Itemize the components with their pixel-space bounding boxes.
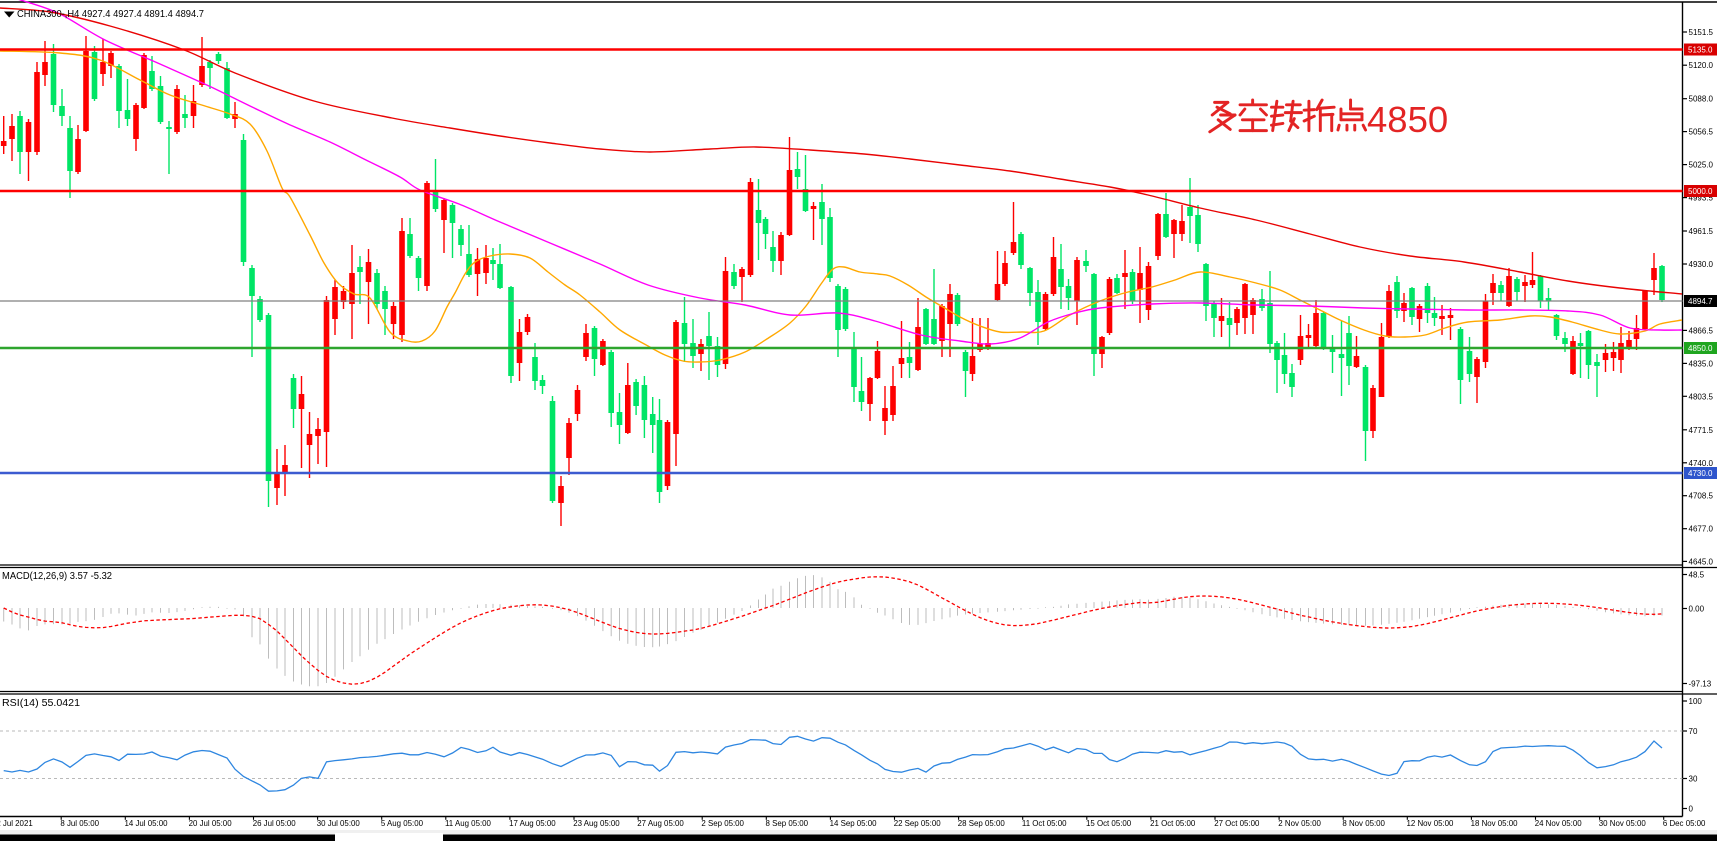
svg-text:2 Sep 05:00: 2 Sep 05:00 (701, 819, 744, 828)
svg-text:70: 70 (1689, 727, 1698, 736)
svg-text:5088.0: 5088.0 (1689, 95, 1714, 104)
svg-text:4677.0: 4677.0 (1689, 525, 1714, 534)
svg-text:18 Nov 05:00: 18 Nov 05:00 (1471, 819, 1519, 828)
svg-text:24 Nov 05:00: 24 Nov 05:00 (1535, 819, 1583, 828)
svg-text:4708.5: 4708.5 (1689, 492, 1714, 501)
svg-text:5000.0: 5000.0 (1688, 187, 1713, 196)
svg-text:4835.0: 4835.0 (1689, 359, 1714, 368)
svg-text:2 Jul 2021: 2 Jul 2021 (0, 819, 33, 828)
svg-text:4930.0: 4930.0 (1689, 260, 1714, 269)
svg-text:8 Nov 05:00: 8 Nov 05:00 (1342, 819, 1385, 828)
svg-text:4803.5: 4803.5 (1689, 392, 1714, 401)
svg-text:4645.0: 4645.0 (1689, 557, 1714, 566)
svg-text:14 Sep 05:00: 14 Sep 05:00 (830, 819, 878, 828)
svg-text:5 Aug 05:00: 5 Aug 05:00 (381, 819, 424, 828)
svg-text:15 Oct 05:00: 15 Oct 05:00 (1086, 819, 1132, 828)
svg-text:8 Jul 05:00: 8 Jul 05:00 (60, 819, 99, 828)
svg-text:5135.0: 5135.0 (1688, 46, 1713, 55)
svg-text:-97.13: -97.13 (1689, 680, 1712, 689)
svg-text:17 Aug 05:00: 17 Aug 05:00 (509, 819, 556, 828)
svg-text:4961.5: 4961.5 (1689, 227, 1714, 236)
svg-text:4894.7: 4894.7 (1688, 297, 1713, 306)
svg-text:4850: 4850 (1367, 99, 1448, 140)
svg-text:4993.5: 4993.5 (1689, 194, 1714, 203)
svg-text:5025.0: 5025.0 (1689, 161, 1714, 170)
svg-text:5120.0: 5120.0 (1689, 61, 1714, 70)
svg-text:14 Jul 05:00: 14 Jul 05:00 (125, 819, 169, 828)
svg-text:2 Nov 05:00: 2 Nov 05:00 (1278, 819, 1321, 828)
svg-text:48.5: 48.5 (1689, 571, 1705, 580)
svg-text:4730.0: 4730.0 (1688, 469, 1713, 478)
svg-text:12 Nov 05:00: 12 Nov 05:00 (1407, 819, 1455, 828)
svg-text:22 Sep 05:00: 22 Sep 05:00 (894, 819, 942, 828)
svg-text:23 Aug 05:00: 23 Aug 05:00 (573, 819, 620, 828)
svg-text:MACD(12,26,9) 3.57 -5.32: MACD(12,26,9) 3.57 -5.32 (2, 571, 112, 582)
svg-text:30 Jul 05:00: 30 Jul 05:00 (317, 819, 361, 828)
svg-text:4850.0: 4850.0 (1688, 344, 1713, 353)
svg-text:0: 0 (1689, 805, 1694, 814)
svg-text:28 Sep 05:00: 28 Sep 05:00 (958, 819, 1006, 828)
svg-text:11 Oct 05:00: 11 Oct 05:00 (1022, 819, 1067, 828)
svg-text:27 Aug 05:00: 27 Aug 05:00 (637, 819, 684, 828)
svg-text:26 Jul 05:00: 26 Jul 05:00 (253, 819, 297, 828)
svg-text:8 Sep 05:00: 8 Sep 05:00 (766, 819, 809, 828)
svg-text:100: 100 (1689, 697, 1703, 706)
svg-text:21 Oct 05:00: 21 Oct 05:00 (1150, 819, 1196, 828)
svg-text:20 Jul 05:00: 20 Jul 05:00 (189, 819, 233, 828)
svg-text:6 Dec 05:00: 6 Dec 05:00 (1663, 819, 1706, 828)
svg-text:CHINA300-,H4 4927.4 4927.4 48: CHINA300-,H4 4927.4 4927.4 4891.4 4894.7 (17, 9, 204, 20)
svg-text:RSI(14) 55.0421: RSI(14) 55.0421 (2, 698, 80, 709)
svg-text:30: 30 (1689, 775, 1698, 784)
svg-text:4771.5: 4771.5 (1689, 426, 1714, 435)
svg-text:0.00: 0.00 (1689, 605, 1705, 614)
svg-text:27 Oct 05:00: 27 Oct 05:00 (1214, 819, 1260, 828)
svg-text:4740.0: 4740.0 (1689, 459, 1714, 468)
svg-text:4866.5: 4866.5 (1689, 326, 1714, 335)
svg-text:11 Aug 05:00: 11 Aug 05:00 (445, 819, 492, 828)
svg-text:5056.5: 5056.5 (1689, 128, 1714, 137)
svg-text:30 Nov 05:00: 30 Nov 05:00 (1599, 819, 1647, 828)
svg-text:5151.5: 5151.5 (1689, 28, 1714, 37)
